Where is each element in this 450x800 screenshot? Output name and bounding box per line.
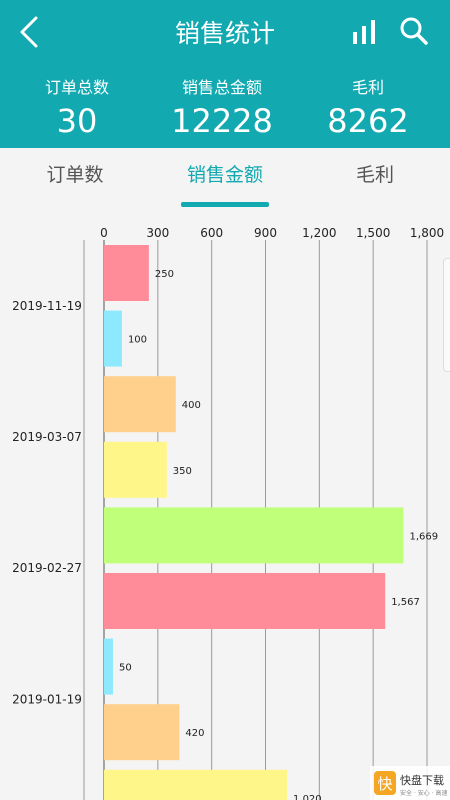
sales-bar-chart: 0 300 600 900 1,200 1,500 1,800 250 100 400 350 1,6… xyxy=(12,226,444,800)
watermark-glyph: 快 xyxy=(377,775,392,793)
watermark-logo: 快 快盘下载 安全 · 安心 · 高速 xyxy=(370,766,450,800)
bar-value-label: 100 xyxy=(128,335,147,346)
bar-chart-icon[interactable] xyxy=(351,18,379,46)
stat-gross-profit: 毛利 8262 xyxy=(293,74,443,140)
tab-gross-profit[interactable]: 毛利 xyxy=(355,164,394,186)
watermark-sub: 安全 · 安心 · 高速 xyxy=(400,789,447,797)
page-title: 销售统计 xyxy=(174,19,275,48)
bar-value-label: 1,020 xyxy=(293,794,322,800)
active-tab-indicator xyxy=(181,202,269,207)
bar-value-label: 1,567 xyxy=(391,597,420,608)
x-tick-label: 600 xyxy=(200,226,223,240)
x-tick-label: 1,800 xyxy=(410,226,444,240)
bar xyxy=(104,245,149,301)
bar-value-label: 250 xyxy=(155,269,174,280)
bar-value-label: 350 xyxy=(173,466,192,477)
bar xyxy=(104,704,180,761)
app-header: 销售统计 订单总数 30 销售总金额 12228 毛利 8262 xyxy=(0,0,450,148)
stat-order-count: 订单总数 30 xyxy=(2,74,152,140)
bar xyxy=(104,376,176,433)
watermark-brand: 快盘下载 xyxy=(400,773,444,787)
bar xyxy=(104,573,386,629)
y-category-label: 2019-02-27 xyxy=(12,561,82,575)
bar xyxy=(104,310,122,367)
tab-sales-amount[interactable]: 销售金额 xyxy=(186,164,263,186)
stat-label: 毛利 xyxy=(351,78,384,97)
tab-bar: 订单数 销售金额 毛利 xyxy=(0,148,450,210)
back-chevron-icon[interactable] xyxy=(16,15,46,49)
stat-label: 订单总数 xyxy=(44,78,109,97)
stat-label: 销售总金额 xyxy=(181,78,262,97)
y-category-label: 2019-01-19 xyxy=(12,692,82,706)
bar-value-label: 1,669 xyxy=(409,531,438,542)
bar-value-label: 420 xyxy=(185,728,204,739)
x-tick-label: 300 xyxy=(146,226,169,240)
x-tick-label: 1,500 xyxy=(356,226,390,240)
bar xyxy=(104,769,288,800)
bar-value-label: 50 xyxy=(119,663,132,674)
bar xyxy=(104,638,113,695)
search-icon[interactable] xyxy=(399,16,429,46)
bar xyxy=(104,441,167,498)
stat-value: 12228 xyxy=(171,102,273,140)
scroll-edge[interactable] xyxy=(443,258,450,372)
x-tick-label: 1,200 xyxy=(302,226,336,240)
x-tick-label: 900 xyxy=(254,226,277,240)
stat-value: 8262 xyxy=(327,102,409,140)
tab-order-count[interactable]: 订单数 xyxy=(46,164,104,186)
bar xyxy=(104,507,404,564)
stat-sales-total: 销售总金额 12228 xyxy=(147,74,297,140)
y-category-label: 2019-03-07 xyxy=(12,430,82,444)
x-tick-label: 0 xyxy=(100,226,108,240)
stat-value: 30 xyxy=(56,102,98,140)
y-category-label: 2019-11-19 xyxy=(12,299,82,313)
bar-value-label: 400 xyxy=(182,400,201,411)
